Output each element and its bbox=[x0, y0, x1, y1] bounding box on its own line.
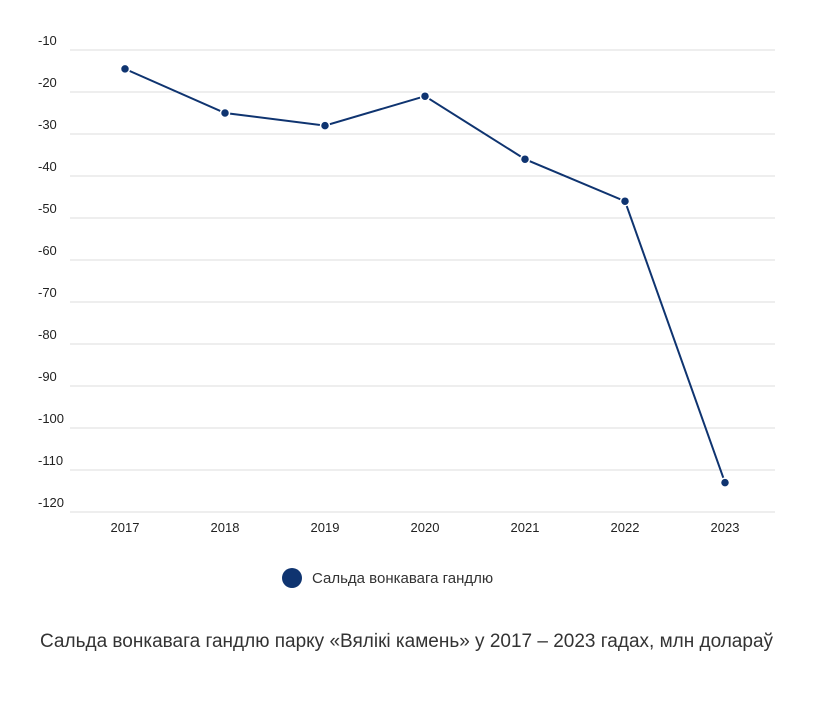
y-axis-ticks: -10 -20 -30 -40 -50 -60 -70 -80 -90 -100 -110 -120 bbox=[38, 33, 64, 510]
data-point bbox=[319, 120, 331, 131]
x-tick-label: 2019 bbox=[311, 520, 340, 535]
x-tick-label: 2021 bbox=[511, 520, 540, 535]
x-axis-ticks: 2017 2018 2019 2020 2021 2022 2023 bbox=[111, 520, 740, 535]
series-layer bbox=[119, 63, 731, 488]
y-tick-label: -30 bbox=[38, 117, 57, 132]
data-point bbox=[219, 107, 231, 119]
y-tick-label: -80 bbox=[38, 327, 57, 342]
y-tick-label: -10 bbox=[38, 33, 57, 48]
data-point bbox=[419, 90, 431, 102]
x-tick-label: 2018 bbox=[211, 520, 240, 535]
y-tick-label: -100 bbox=[38, 411, 64, 426]
y-tick-label: -110 bbox=[38, 453, 63, 468]
data-point bbox=[619, 195, 631, 207]
x-tick-label: 2020 bbox=[411, 520, 440, 535]
series-line bbox=[124, 67, 726, 483]
data-point bbox=[119, 63, 131, 75]
chart-caption: Сальда вонкавага гандлю парку «Вялікі ка… bbox=[40, 631, 774, 652]
legend-label: Сальда вонкавага гандлю bbox=[312, 569, 494, 587]
line-chart: -10-20-30-40-50-60-70-80-90-100-110-120 … bbox=[38, 33, 775, 535]
data-point bbox=[719, 477, 731, 488]
y-tick-label: -120 bbox=[38, 495, 64, 510]
y-tick-label: -60 bbox=[38, 243, 57, 258]
x-tick-label: 2022 bbox=[611, 520, 640, 535]
y-tick-label: -20 bbox=[38, 75, 57, 90]
data-point bbox=[519, 153, 531, 165]
y-tick-label: -50 bbox=[38, 201, 57, 216]
y-tick-label: -40 bbox=[38, 159, 57, 174]
x-tick-label: 2017 bbox=[111, 520, 140, 535]
gridlines bbox=[70, 49, 775, 513]
y-tick-label: -90 bbox=[38, 369, 57, 384]
x-tick-label: 2023 bbox=[711, 520, 740, 535]
legend: Сальда вонкавага гандлю bbox=[282, 568, 493, 588]
legend-swatch bbox=[282, 568, 302, 588]
y-tick-label: -70 bbox=[38, 285, 57, 300]
